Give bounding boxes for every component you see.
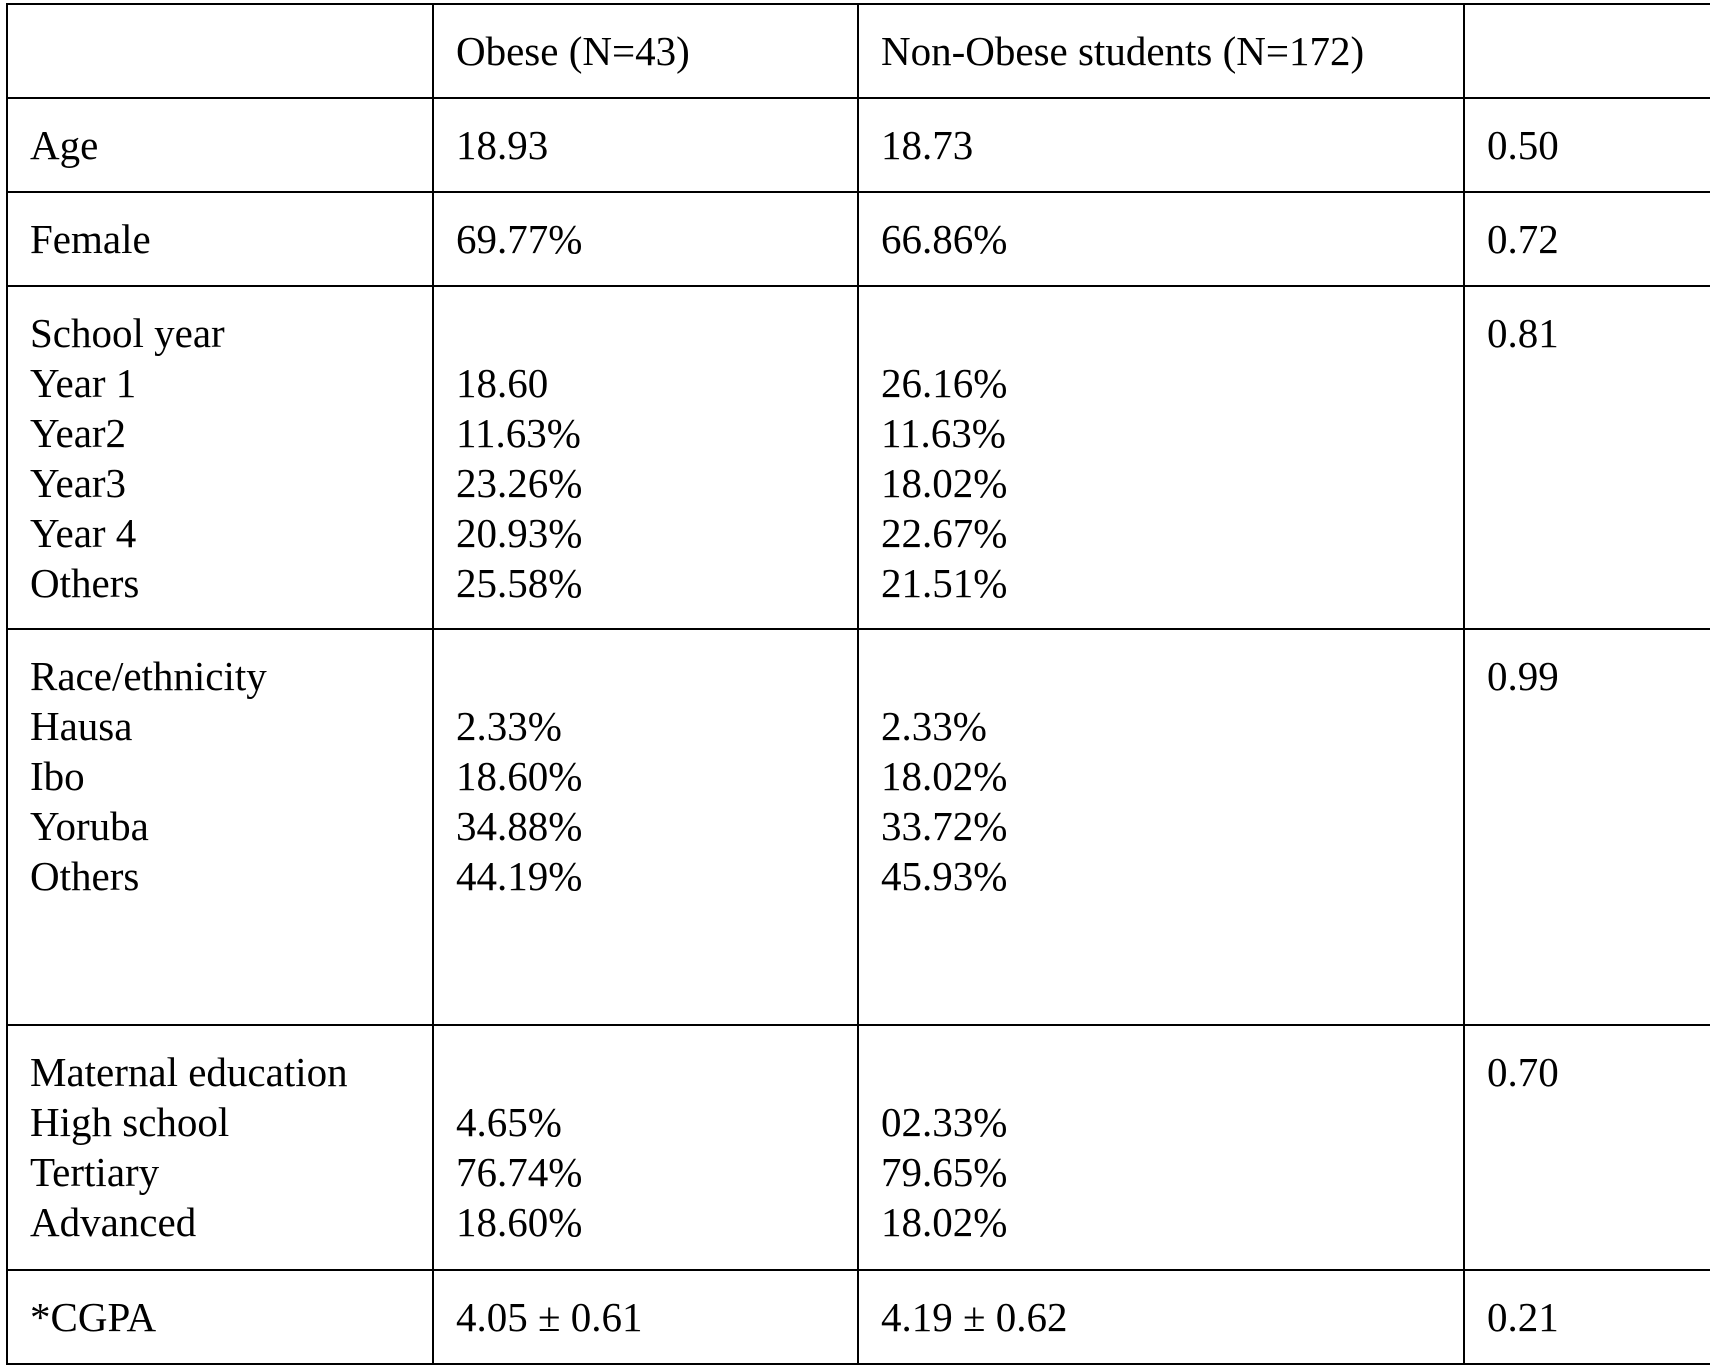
- header-non-obese: Non-Obese students (N=172): [857, 3, 1465, 99]
- school-year-obese-value: 18.60: [456, 360, 549, 406]
- school-year-non-obese-values: 26.16% 11.63% 18.02% 22.67% 21.51%: [857, 285, 1465, 630]
- spacer-line: [456, 308, 837, 358]
- age-obese-value: 18.93: [432, 97, 859, 193]
- spacer-line: [881, 651, 1443, 701]
- school-year-item-label: Year3: [30, 460, 127, 506]
- school-year-obese-value: 20.93%: [456, 510, 583, 556]
- race-non-obese-value: 33.72%: [881, 803, 1008, 849]
- race-obese-value: 18.60%: [456, 753, 583, 799]
- age-p-value: 0.50: [1463, 97, 1710, 193]
- spacer-line: [881, 308, 1443, 358]
- maternal-obese-value: 76.74%: [456, 1149, 583, 1195]
- header-row: Obese (N=43) Non-Obese students (N=172): [6, 3, 1710, 99]
- age-non-obese-value: 18.73: [857, 97, 1465, 193]
- cgpa-non-obese-value: 4.19 ± 0.62: [857, 1269, 1465, 1365]
- female-obese-value: 69.77%: [432, 191, 859, 287]
- female-non-obese-value: 66.86%: [857, 191, 1465, 287]
- maternal-item-label: High school: [30, 1099, 230, 1145]
- race-item-label: Yoruba: [30, 803, 149, 849]
- maternal-labels: Maternal education High school Tertiary …: [6, 1024, 434, 1271]
- race-non-obese-values: 2.33% 18.02% 33.72% 45.93%: [857, 628, 1465, 1026]
- maternal-obese-values: 4.65% 76.74% 18.60%: [432, 1024, 859, 1271]
- maternal-non-obese-value: 18.02%: [881, 1199, 1008, 1245]
- row-label-maternal-education: Maternal education: [30, 1049, 348, 1095]
- maternal-non-obese-value: 02.33%: [881, 1099, 1008, 1145]
- school-year-non-obese-value: 26.16%: [881, 360, 1008, 406]
- maternal-p-value: 0.70: [1463, 1024, 1710, 1271]
- table-row-maternal-education: Maternal education High school Tertiary …: [6, 1024, 1710, 1271]
- race-obese-value: 2.33%: [456, 703, 562, 749]
- race-obese-value: 44.19%: [456, 853, 583, 899]
- school-year-non-obese-value: 11.63%: [881, 410, 1006, 456]
- school-year-obese-value: 11.63%: [456, 410, 581, 456]
- race-obese-value: 34.88%: [456, 803, 583, 849]
- school-year-non-obese-value: 21.51%: [881, 560, 1008, 606]
- race-non-obese-value: 18.02%: [881, 753, 1008, 799]
- school-year-obese-value: 23.26%: [456, 460, 583, 506]
- cgpa-p-value: 0.21: [1463, 1269, 1710, 1365]
- school-year-non-obese-value: 18.02%: [881, 460, 1008, 506]
- maternal-non-obese-value: 79.65%: [881, 1149, 1008, 1195]
- table-row-cgpa: *CGPA 4.05 ± 0.61 4.19 ± 0.62 0.21: [6, 1269, 1710, 1365]
- school-year-obese-value: 25.58%: [456, 560, 583, 606]
- maternal-obese-value: 4.65%: [456, 1099, 562, 1145]
- race-item-label: Others: [30, 853, 140, 899]
- row-label-cgpa: *CGPA: [6, 1269, 434, 1365]
- school-year-p-value: 0.81: [1463, 285, 1710, 630]
- header-p-value: [1463, 3, 1710, 99]
- school-year-obese-values: 18.60 11.63% 23.26% 20.93% 25.58%: [432, 285, 859, 630]
- row-label-school-year: School year: [30, 310, 225, 356]
- table-row-school-year: School year Year 1 Year2 Year3 Year 4 Ot…: [6, 285, 1710, 630]
- race-obese-values: 2.33% 18.60% 34.88% 44.19%: [432, 628, 859, 1026]
- table-row-age: Age 18.93 18.73 0.50: [6, 97, 1710, 193]
- cgpa-obese-value: 4.05 ± 0.61: [432, 1269, 859, 1365]
- school-year-labels: School year Year 1 Year2 Year3 Year 4 Ot…: [6, 285, 434, 630]
- race-non-obese-value: 45.93%: [881, 853, 1008, 899]
- maternal-item-label: Advanced: [30, 1199, 197, 1245]
- school-year-item-label: Year 4: [30, 510, 137, 556]
- school-year-item-label: Year2: [30, 410, 127, 456]
- table-row-female: Female 69.77% 66.86% 0.72: [6, 191, 1710, 287]
- spacer-line: [456, 651, 837, 701]
- spacer-line: [456, 1047, 837, 1097]
- comparison-table: Obese (N=43) Non-Obese students (N=172) …: [6, 3, 1710, 1365]
- row-label-race-ethnicity: Race/ethnicity: [30, 653, 267, 699]
- maternal-obese-value: 18.60%: [456, 1199, 583, 1245]
- row-label-female: Female: [6, 191, 434, 287]
- race-item-label: Ibo: [30, 753, 85, 799]
- race-item-label: Hausa: [30, 703, 133, 749]
- row-label-age: Age: [6, 97, 434, 193]
- school-year-item-label: Others: [30, 560, 140, 606]
- header-obese: Obese (N=43): [432, 3, 859, 99]
- school-year-item-label: Year 1: [30, 360, 137, 406]
- header-blank-cell: [6, 3, 434, 99]
- race-p-value: 0.99: [1463, 628, 1710, 1026]
- maternal-item-label: Tertiary: [30, 1149, 160, 1195]
- female-p-value: 0.72: [1463, 191, 1710, 287]
- maternal-non-obese-values: 02.33% 79.65% 18.02%: [857, 1024, 1465, 1271]
- spacer-line: [881, 1047, 1443, 1097]
- race-non-obese-value: 2.33%: [881, 703, 987, 749]
- race-labels: Race/ethnicity Hausa Ibo Yoruba Others: [6, 628, 434, 1026]
- school-year-non-obese-value: 22.67%: [881, 510, 1008, 556]
- table-row-race-ethnicity: Race/ethnicity Hausa Ibo Yoruba Others 2…: [6, 628, 1710, 1026]
